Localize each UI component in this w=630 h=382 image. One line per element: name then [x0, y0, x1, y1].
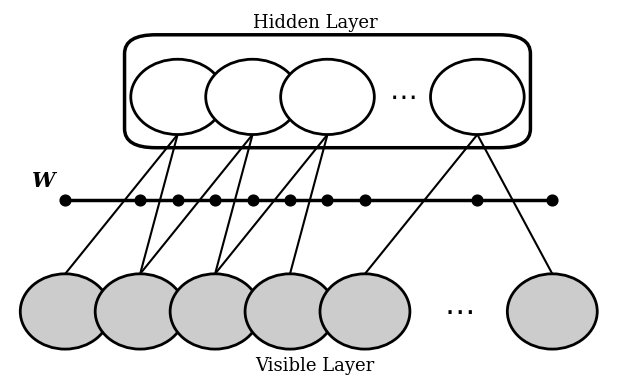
Ellipse shape [95, 274, 185, 349]
Ellipse shape [131, 59, 224, 134]
Ellipse shape [245, 274, 335, 349]
Text: $\mathbf{h}$: $\mathbf{h}$ [312, 83, 328, 105]
Ellipse shape [320, 274, 410, 349]
Point [173, 197, 183, 204]
Point [360, 197, 370, 204]
Text: $\mathbf{h}$: $\mathbf{h}$ [237, 83, 253, 105]
Text: 2: 2 [262, 97, 271, 112]
Text: 3: 3 [337, 97, 346, 112]
Text: $\mathbf{h}$: $\mathbf{h}$ [162, 83, 178, 105]
Point [323, 197, 333, 204]
Ellipse shape [170, 274, 260, 349]
Text: $\cdots$: $\cdots$ [389, 83, 416, 111]
Text: $\mathbf{v}$: $\mathbf{v}$ [200, 298, 215, 319]
Text: Hidden Layer: Hidden Layer [253, 14, 377, 32]
Text: $\mathbf{v}$: $\mathbf{v}$ [125, 298, 140, 319]
Text: 1: 1 [74, 313, 83, 327]
Text: W: W [32, 171, 55, 191]
Ellipse shape [20, 274, 110, 349]
Text: $\mathbf{v}$: $\mathbf{v}$ [275, 298, 290, 319]
Text: 4: 4 [299, 313, 308, 327]
Ellipse shape [430, 59, 524, 134]
Point [135, 197, 145, 204]
Point [248, 197, 258, 204]
Text: $\mathbf{v}$: $\mathbf{v}$ [50, 298, 66, 319]
Text: Visible Layer: Visible Layer [255, 358, 375, 376]
Point [285, 197, 295, 204]
Text: 3: 3 [224, 313, 233, 327]
Text: K: K [561, 313, 571, 327]
Ellipse shape [507, 274, 597, 349]
Text: H: H [485, 97, 497, 112]
Text: 2: 2 [149, 313, 158, 327]
Ellipse shape [280, 59, 374, 134]
Point [472, 197, 483, 204]
Text: $\cdots$: $\cdots$ [444, 297, 473, 326]
Point [547, 197, 558, 204]
FancyBboxPatch shape [125, 35, 530, 148]
Text: $\mathbf{v}$: $\mathbf{v}$ [537, 298, 553, 319]
Text: $\mathbf{v}$: $\mathbf{v}$ [350, 298, 365, 319]
Ellipse shape [206, 59, 299, 134]
Text: 5: 5 [374, 313, 383, 327]
Text: $\mathbf{h}$: $\mathbf{h}$ [462, 83, 478, 105]
Point [210, 197, 220, 204]
Point [60, 197, 71, 204]
Text: 1: 1 [187, 97, 196, 112]
